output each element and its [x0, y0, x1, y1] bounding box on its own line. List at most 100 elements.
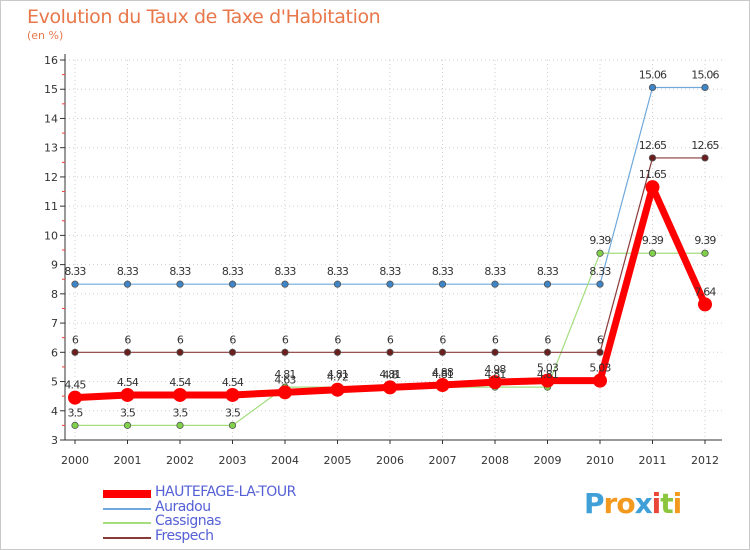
data-label: 12.65: [691, 139, 719, 152]
data-label: 12.65: [639, 139, 667, 152]
data-point: [123, 348, 132, 356]
y-tick-label: 4: [51, 405, 58, 418]
data-point: [386, 280, 394, 288]
y-tick-label: 10: [44, 229, 58, 242]
data-point: [330, 382, 345, 397]
data-point: [435, 378, 450, 393]
data-point: [120, 387, 135, 402]
data-point: [281, 348, 289, 356]
data-label: 6: [282, 333, 289, 346]
x-tick-label: 2005: [324, 454, 352, 467]
data-label: 4.81: [274, 368, 295, 381]
data-label: 4.81: [484, 368, 505, 381]
data-label: 4.88: [432, 366, 454, 379]
data-label: 6: [177, 333, 184, 346]
data-point: [228, 421, 237, 429]
logo-letter: o: [616, 487, 635, 520]
x-tick-label: 2001: [114, 454, 142, 467]
data-label: 8.33: [537, 265, 559, 278]
data-point: [701, 83, 709, 92]
data-point: [333, 280, 342, 288]
data-label: 6: [229, 333, 236, 346]
data-point: [123, 280, 132, 288]
data-label: 6: [597, 333, 604, 346]
data-label: 9.39: [694, 234, 716, 247]
y-tick-label: 16: [44, 54, 58, 67]
legend-label: HAUTEFAGE-LA-TOUR: [155, 484, 296, 500]
data-point: [225, 387, 240, 402]
data-label: 15.06: [691, 68, 719, 81]
data-point: [281, 280, 289, 288]
data-point: [645, 180, 660, 195]
data-label: 6: [334, 333, 341, 346]
data-point: [176, 348, 184, 356]
y-tick-label: 15: [44, 83, 58, 96]
data-point: [438, 280, 447, 288]
legend-swatch: [103, 522, 151, 524]
data-label: 4.8: [382, 368, 398, 381]
data-label: 4.54: [222, 376, 244, 389]
x-tick-label: 2002: [166, 454, 194, 467]
legend-label: Auradou: [155, 499, 211, 515]
data-label: 9.39: [642, 234, 664, 247]
x-tick-label: 2010: [586, 454, 614, 467]
data-point: [68, 390, 82, 405]
data-point: [386, 348, 394, 356]
y-tick-label: 5: [51, 376, 58, 389]
data-label: 4.81: [327, 368, 348, 381]
data-point: [491, 280, 499, 288]
data-label: 8.33: [169, 265, 191, 278]
data-label: 15.06: [639, 68, 667, 81]
chart-subtitle: (en %): [27, 29, 64, 42]
data-label: 4.63: [274, 373, 296, 386]
legend-swatch: [103, 508, 151, 510]
data-point: [543, 280, 552, 288]
data-point: [593, 373, 607, 388]
data-label: 11.65: [639, 168, 667, 181]
data-point: [491, 348, 499, 356]
data-label: 4.98: [484, 363, 506, 376]
data-point: [698, 297, 712, 312]
data-point: [228, 348, 237, 356]
data-label: 8.33: [379, 265, 401, 278]
data-point: [71, 348, 79, 356]
x-tick-label: 2007: [429, 454, 457, 467]
x-tick-label: 2006: [376, 454, 404, 467]
data-label: 8.33: [274, 265, 296, 278]
data-point: [701, 249, 709, 257]
y-tick-label: 12: [44, 171, 58, 184]
data-label: 6: [124, 333, 131, 346]
legend-swatch: [103, 490, 151, 498]
data-label: 4.72: [327, 371, 348, 384]
x-tick-label: 2012: [691, 454, 719, 467]
data-label: 8.33: [484, 265, 506, 278]
logo-letter: P: [584, 487, 605, 520]
logo-letter: i: [672, 487, 683, 520]
data-label-layer: 8.33 8.33 8.33 8.33 8.33 8.33 8.33 8.33 8.33 8.33…: [64, 68, 720, 419]
data-label: 8.33: [589, 265, 611, 278]
y-tick-label: 9: [51, 259, 58, 272]
y-tick-label: 14: [44, 112, 58, 125]
data-point: [71, 280, 79, 288]
x-tick-label: 2003: [219, 454, 247, 467]
logo-letter: x: [634, 487, 653, 520]
data-point: [596, 348, 604, 356]
data-label: 3.5: [225, 406, 241, 419]
data-point: [173, 387, 187, 402]
data-point: [540, 373, 555, 388]
data-label: 8.33: [327, 265, 349, 278]
axis-layer: 3 4 5 6 7 8 9 10 11 12 13 14 15 16 2000 2001 2002 2003 200…: [44, 54, 722, 467]
data-point: [648, 154, 657, 162]
data-label: 4.54: [117, 376, 139, 389]
data-point: [596, 249, 604, 257]
data-label: 8.33: [222, 265, 244, 278]
series-layer: [68, 83, 712, 429]
data-point: [648, 249, 657, 257]
y-tick-label: 3: [51, 434, 58, 447]
data-point: [701, 154, 709, 162]
logo-letter: t: [660, 487, 673, 520]
data-point: [488, 375, 502, 390]
data-label: 4.81: [432, 368, 453, 381]
